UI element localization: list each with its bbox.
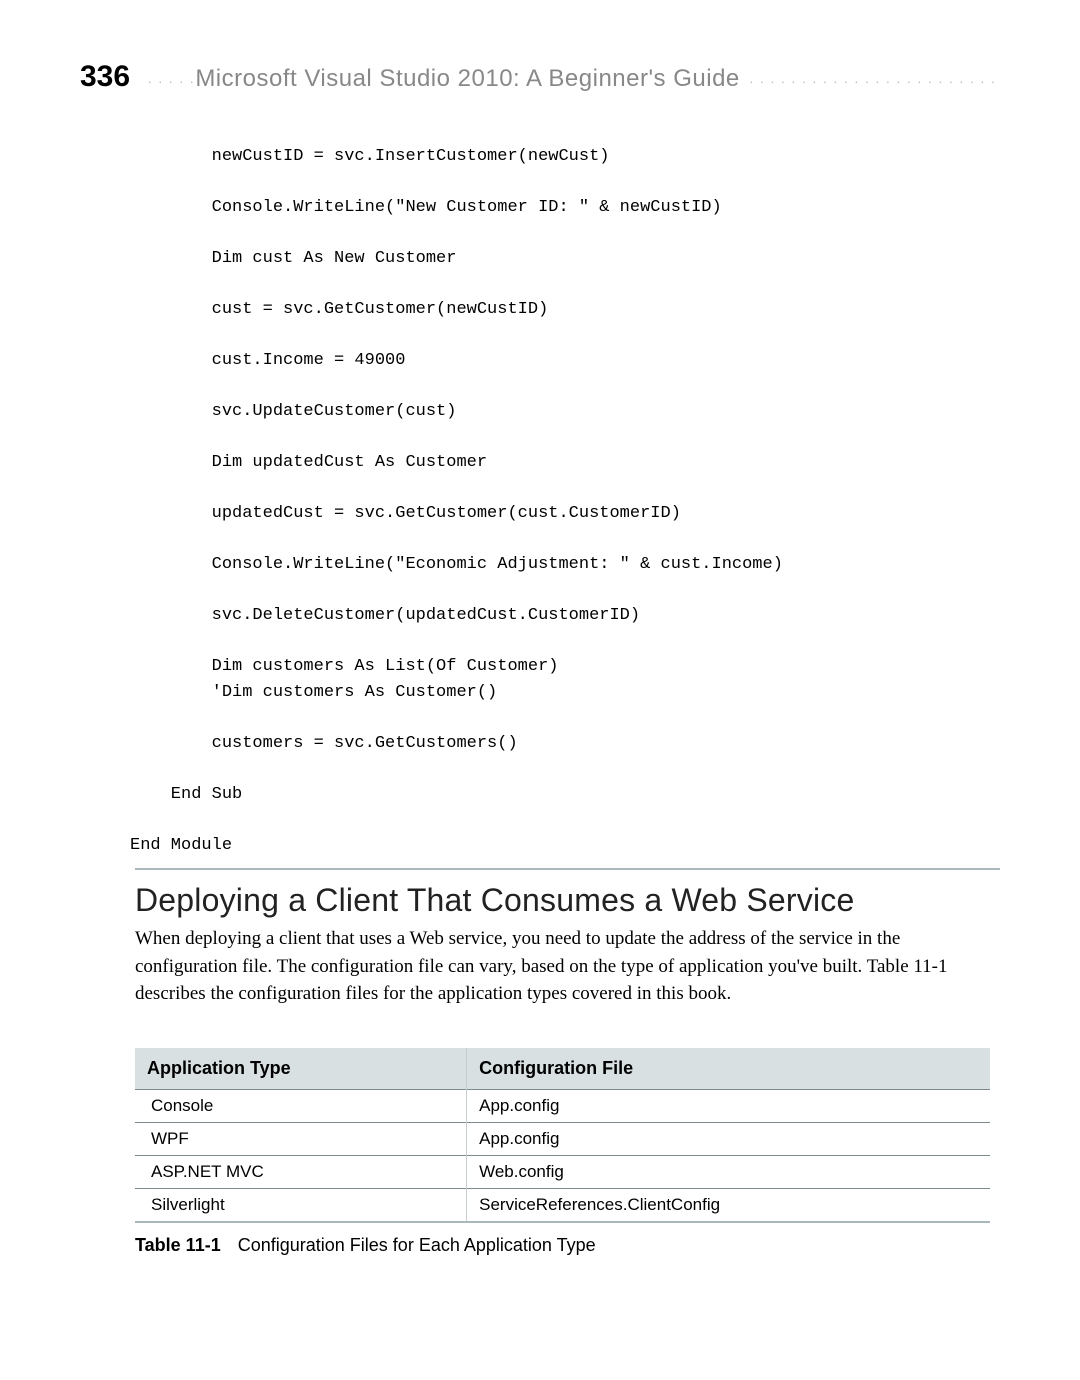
table-row: Silverlight ServiceReferences.ClientConf… xyxy=(135,1188,990,1222)
table-header-row: Application Type Configuration File xyxy=(135,1048,990,1090)
table-caption-label: Table 11-1 xyxy=(135,1235,221,1255)
table-cell: ServiceReferences.ClientConfig xyxy=(467,1188,990,1222)
table-cell: App.config xyxy=(467,1089,990,1122)
table-cell: Silverlight xyxy=(135,1188,467,1222)
table-caption: Table 11-1 Configuration Files for Each … xyxy=(135,1235,1000,1256)
table-row: Console App.config xyxy=(135,1089,990,1122)
section-body: When deploying a client that uses a Web … xyxy=(135,925,990,1008)
table-row: WPF App.config xyxy=(135,1122,990,1155)
page-header: 336 . . . . . Microsoft Visual Studio 20… xyxy=(80,60,1000,94)
table-cell: WPF xyxy=(135,1122,467,1155)
section-divider xyxy=(135,868,1000,870)
table-cell: Web.config xyxy=(467,1155,990,1188)
table-header-cell: Configuration File xyxy=(467,1048,990,1090)
header-dots-trail: . . . . . . . . . . . . . . . . . . . . … xyxy=(750,71,1000,87)
table-caption-text: Configuration Files for Each Application… xyxy=(238,1235,596,1255)
table-row: ASP.NET MVC Web.config xyxy=(135,1155,990,1188)
table-cell: App.config xyxy=(467,1122,990,1155)
header-dots-lead: . . . . . xyxy=(148,71,195,87)
table-cell: ASP.NET MVC xyxy=(135,1155,467,1188)
section-heading: Deploying a Client That Consumes a Web S… xyxy=(135,882,1000,919)
book-title: Microsoft Visual Studio 2010: A Beginner… xyxy=(195,65,739,93)
code-listing: newCustID = svc.InsertCustomer(newCust) … xyxy=(130,144,1000,858)
page-number: 336 xyxy=(80,60,130,94)
table-header-cell: Application Type xyxy=(135,1048,467,1090)
config-table: Application Type Configuration File Cons… xyxy=(135,1048,990,1223)
table-cell: Console xyxy=(135,1089,467,1122)
